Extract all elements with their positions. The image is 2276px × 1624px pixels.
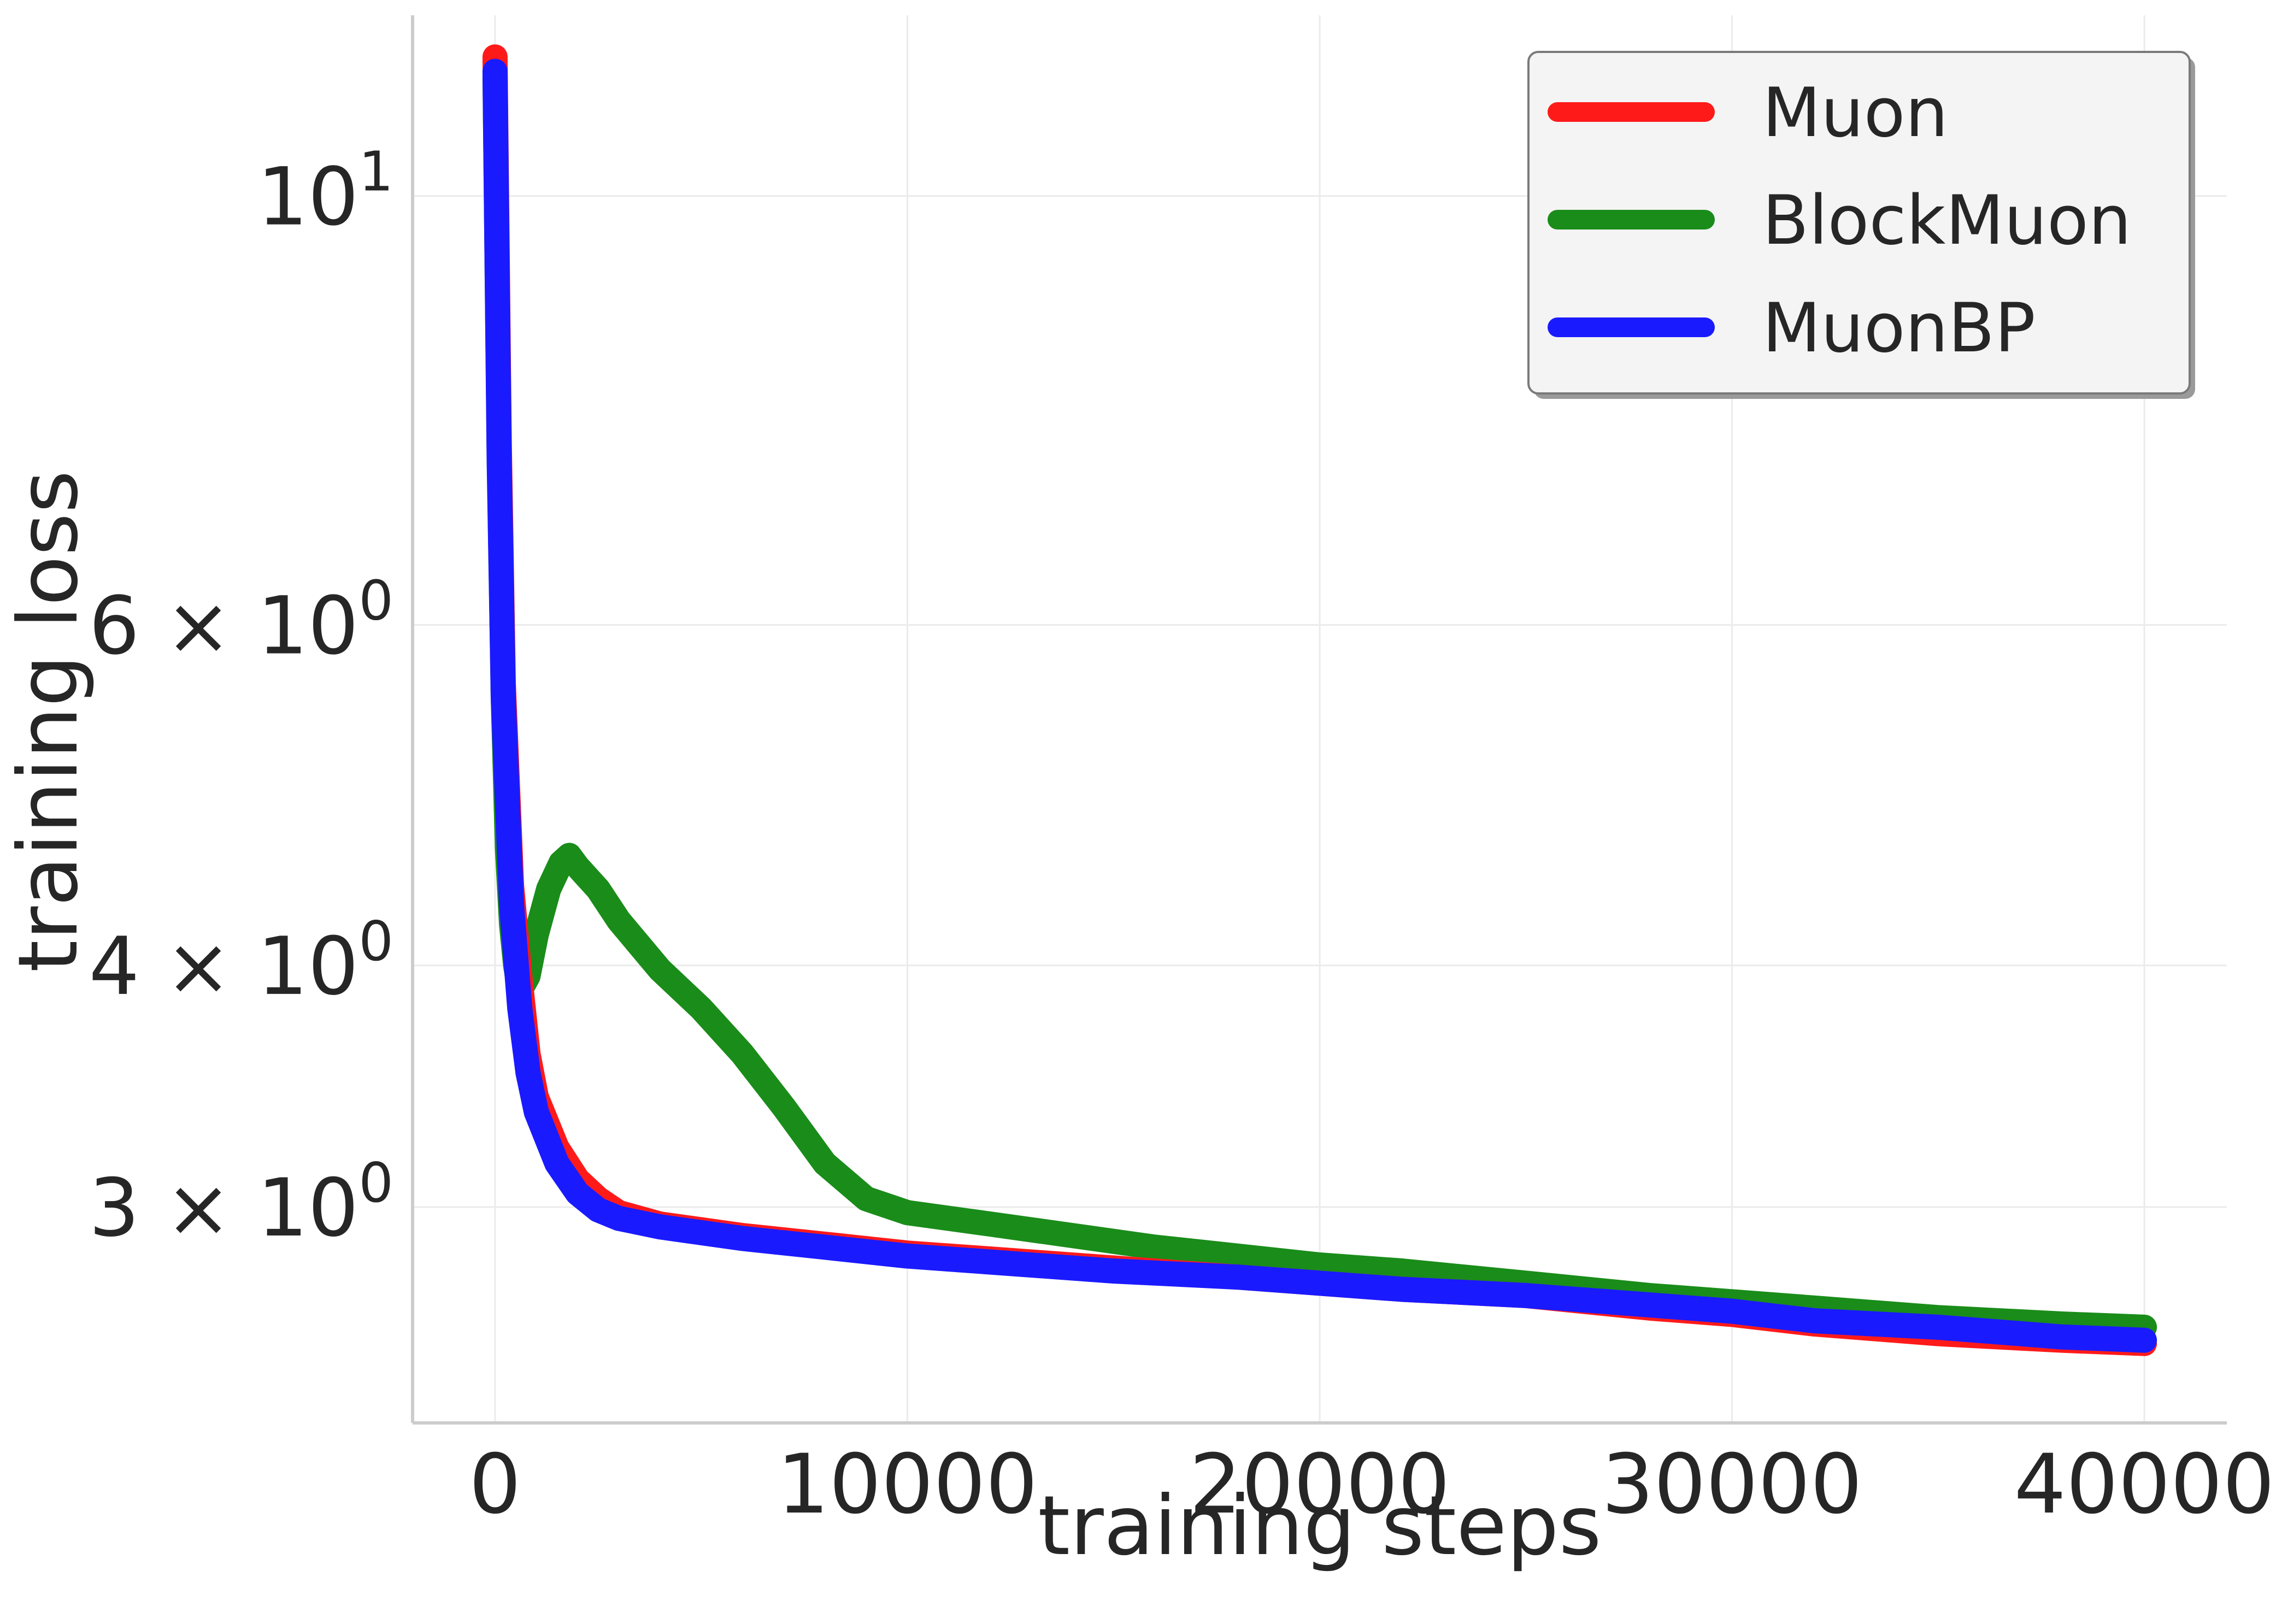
- legend-frame: [1527, 51, 2191, 395]
- x-tick-label: 40000: [2014, 1437, 2274, 1532]
- y-tick-label: 3 × 100: [89, 1151, 393, 1255]
- x-tick-label: 0: [469, 1437, 521, 1532]
- x-axis-label: training steps: [1038, 1479, 1601, 1574]
- x-tick-labels: 0 10000 20000 30000 40000: [469, 1437, 2274, 1532]
- y-tick-label: 6 × 100: [89, 569, 393, 673]
- x-tick-label: 20000: [1189, 1437, 1450, 1532]
- y-tick-labels: 101 6 × 100 4 × 100 3 × 100: [89, 140, 393, 1255]
- y-tick-label: 4 × 100: [89, 909, 393, 1013]
- axes: [411, 15, 2227, 1425]
- legend-items: Muon BlockMuon MuonBP: [1548, 74, 2131, 368]
- legend-label-muon: Muon: [1762, 74, 1948, 152]
- series-layer: [482, 44, 2157, 1356]
- y-tick-label: 101: [257, 140, 393, 244]
- legend: Muon BlockMuon MuonBP: [1527, 51, 2195, 399]
- y-axis-label: training loss: [1, 470, 96, 973]
- legend-label-muonbp: MuonBP: [1762, 289, 2036, 368]
- legend-label-blockmuon: BlockMuon: [1762, 181, 2131, 260]
- x-tick-label: 30000: [1602, 1437, 1862, 1532]
- x-tick-label: 10000: [777, 1437, 1038, 1532]
- series-line-muonbp: [482, 58, 2157, 1353]
